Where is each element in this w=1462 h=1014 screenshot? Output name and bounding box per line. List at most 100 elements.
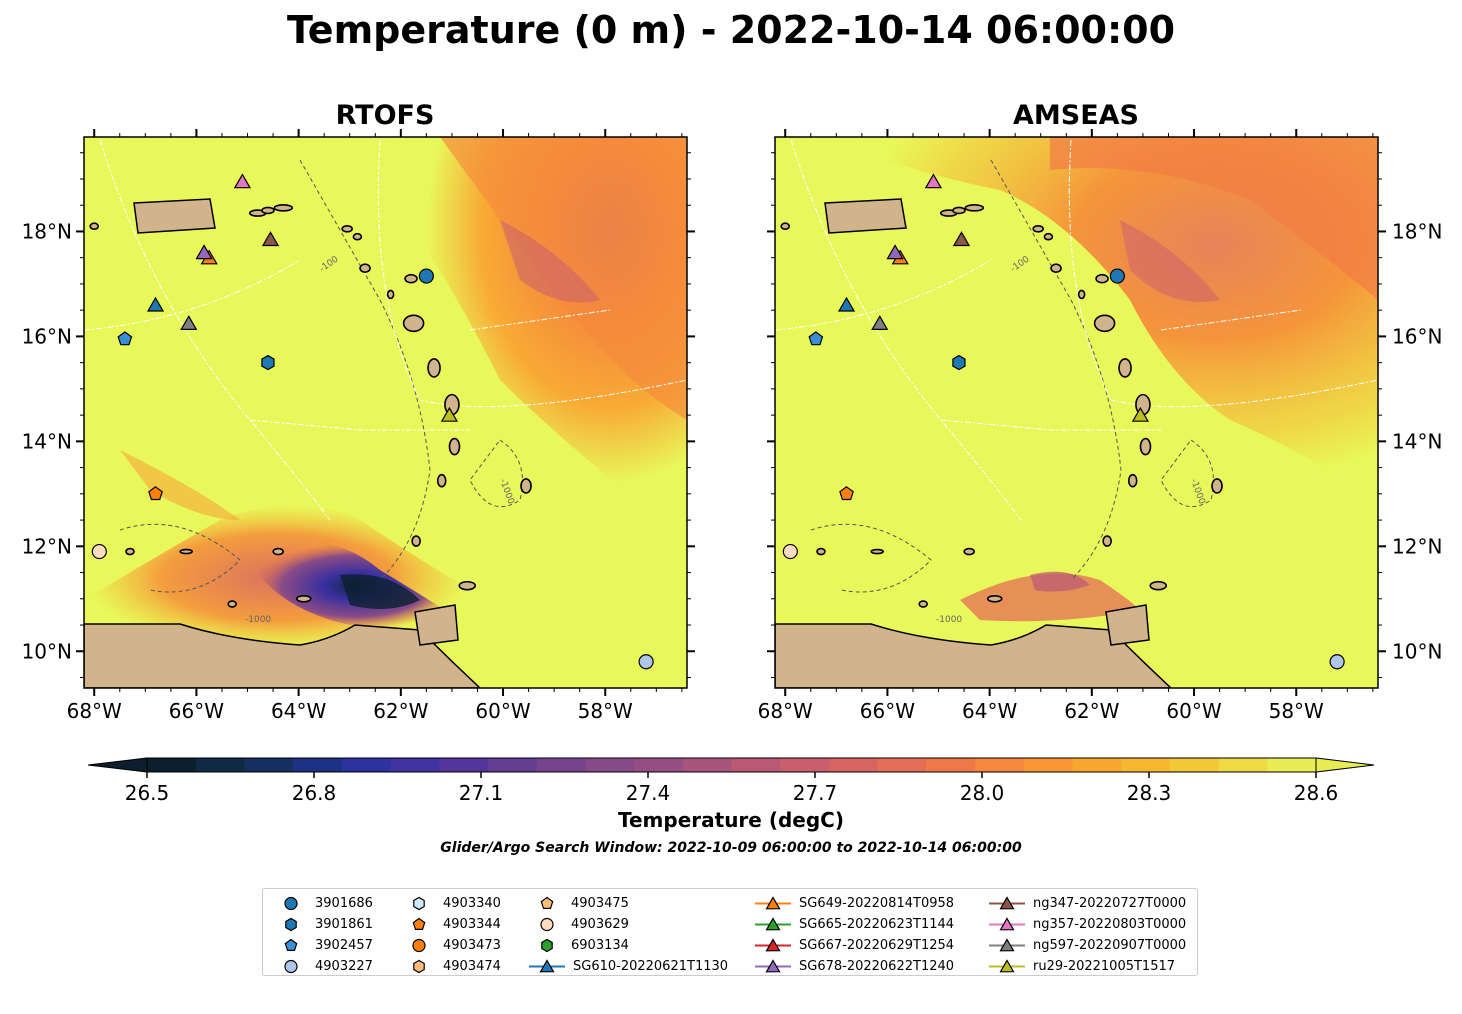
map-marker-3902457 <box>808 331 824 346</box>
legend-marker-icon <box>755 896 791 910</box>
lon-tick-label: 66°W <box>169 699 224 723</box>
colorbar-extend-min <box>87 757 148 773</box>
colorbar-cell <box>780 758 830 772</box>
island <box>1093 314 1116 333</box>
island <box>1102 535 1112 547</box>
warm-water-eddy <box>1120 220 1220 302</box>
search-window-text: Glider/Argo Search Window: 2022-10-09 06… <box>440 840 1022 856</box>
island <box>273 204 294 212</box>
lon-tick-label: 66°W <box>860 699 915 723</box>
colorbar-cell <box>293 758 343 772</box>
legend-circle-icon <box>412 938 426 953</box>
island <box>261 206 275 215</box>
legend-label: 6903134 <box>571 938 629 953</box>
cool-upwelling-core <box>340 574 420 609</box>
puerto-rico-island <box>133 198 216 234</box>
legend-hexagon-icon <box>413 959 425 974</box>
island <box>1149 580 1168 591</box>
island <box>1127 473 1138 488</box>
legend-label: ng347-20220727T0000 <box>1033 896 1187 911</box>
warm-water-region <box>830 137 1378 500</box>
legend-label: 4903344 <box>443 917 501 932</box>
island <box>1032 225 1044 233</box>
legend-triangle-icon <box>765 896 781 910</box>
legend-label: 4903227 <box>315 959 373 974</box>
amseas-map: -100 -1000 -1000 <box>775 137 1378 688</box>
colorbar-cell <box>341 758 392 772</box>
puerto-rico-island <box>824 198 907 234</box>
contour-label: -1000 <box>936 615 962 625</box>
lat-tick-label: 14°N <box>1392 429 1442 453</box>
colorbar-cell <box>1072 758 1122 772</box>
colorbar-cell <box>634 758 684 772</box>
map-marker-sg610-20220621t1130 <box>837 296 856 312</box>
eez-boundary <box>469 309 611 331</box>
legend-label: 4903629 <box>571 917 629 932</box>
rtofs-axis-ticks: 68°W 66°W 64°W 62°W 60°W 58°W 10°N 12°N 14°N 16°N… <box>22 129 695 723</box>
island <box>386 289 395 300</box>
island <box>427 358 441 378</box>
island <box>359 263 371 273</box>
lesser-antilles-islands <box>89 204 532 608</box>
legend-triangle-icon <box>765 938 781 952</box>
island <box>89 222 100 231</box>
island <box>870 548 885 555</box>
map-marker-4903227 <box>638 654 654 670</box>
map-marker-3901686 <box>418 268 434 284</box>
legend: 3901686 3901861 3902457 4903227 4903340 49033… <box>262 888 1198 976</box>
legend-label: ru29-20221005T1517 <box>1033 959 1176 974</box>
eez-boundary <box>790 139 1022 521</box>
map-marker-ng597-20220907t0000 <box>871 315 889 330</box>
eez-boundary <box>99 139 331 521</box>
colorbar-cell <box>1218 758 1268 772</box>
lon-tick-label: 58°W <box>1269 699 1324 723</box>
lon-tick-label: 60°W <box>1166 699 1221 723</box>
island <box>1118 358 1132 378</box>
warm-filament <box>120 450 240 520</box>
colorbar-cell <box>975 758 1025 772</box>
legend-marker-icon <box>413 896 425 911</box>
legend-circle-icon <box>284 896 298 911</box>
legend-triangle-icon <box>999 938 1015 952</box>
colorbar-cell <box>828 758 879 772</box>
eez-boundary <box>84 259 301 331</box>
island <box>952 206 966 215</box>
map-marker-4903227 <box>1329 654 1345 670</box>
island <box>1043 232 1054 241</box>
lon-tick-label: 68°W <box>67 699 122 723</box>
legend-label: 4903474 <box>443 959 501 974</box>
depth-contour <box>990 159 1122 581</box>
colorbar-cell <box>1169 758 1220 772</box>
island <box>1211 478 1223 494</box>
legend-marker-icon <box>284 896 298 911</box>
depth-contour <box>810 523 932 593</box>
legend-marker-icon <box>284 959 298 974</box>
island <box>272 547 284 556</box>
eez-boundary <box>377 139 687 408</box>
lat-tick-label: 18°N <box>1392 219 1442 243</box>
legend-marker-icon <box>412 917 426 930</box>
lat-tick-label: 18°N <box>22 219 72 243</box>
lat-tick-label: 10°N <box>1392 639 1442 663</box>
figure-title: Temperature (0 m) - 2022-10-14 06:00:00 <box>286 8 1176 52</box>
legend-marker-icon <box>989 959 1025 973</box>
island <box>520 478 532 494</box>
colorbar-tick-label: 27.1 <box>459 781 504 805</box>
colorbar-cell <box>390 758 440 772</box>
lon-tick-label: 58°W <box>578 699 633 723</box>
rtofs-map: -100 -1000 -1000 <box>84 137 687 688</box>
lon-tick-label: 64°W <box>962 699 1017 723</box>
eez-boundary <box>249 419 470 431</box>
legend-circle-icon <box>284 959 298 974</box>
depth-contour <box>469 439 523 508</box>
map-marker-ng357-20220803t0000 <box>924 173 943 189</box>
colorbar-cell <box>536 758 586 772</box>
depth-contour <box>1160 439 1214 508</box>
map-marker-sg610-20220621t1130 <box>146 296 165 312</box>
island <box>918 600 928 608</box>
map-marker-4903629 <box>91 543 107 560</box>
amseas-markers <box>782 173 1345 670</box>
colorbar-cell <box>244 758 294 772</box>
legend-pentagon-icon <box>412 917 426 930</box>
legend-marker-icon <box>989 917 1025 931</box>
